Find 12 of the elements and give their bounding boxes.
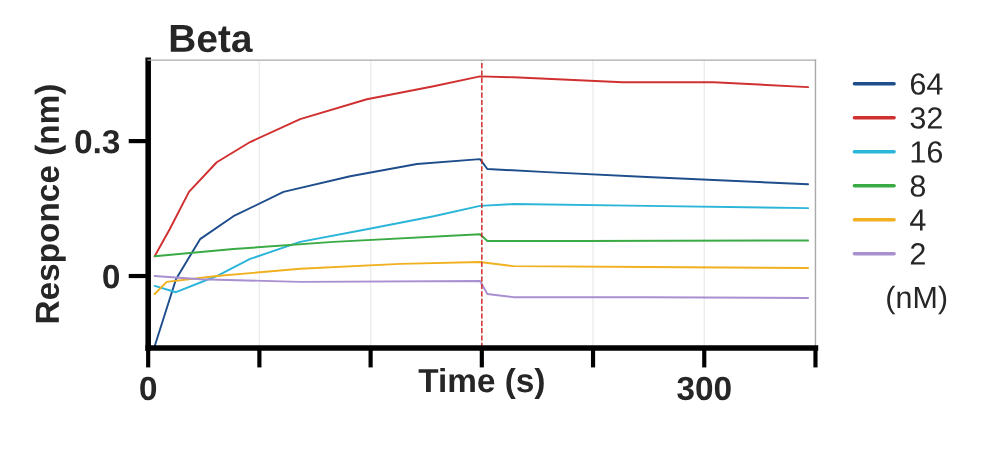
legend-label: 2 [910,243,925,265]
x-axis-title: Time (s) [418,367,544,400]
legend-title: (nM) [887,285,947,315]
legend-label: 16 [911,141,943,163]
y-axis-title: Responce (nm) [34,85,66,323]
y-tick-label: 0.3 [75,129,120,154]
legend-label: 32 [910,107,942,129]
legend-label: 64 [910,73,943,95]
legend-label: 8 [910,175,926,197]
x-tick-label: 300 [677,376,731,401]
legend-label: 4 [910,209,926,231]
chart-title: Beta [170,25,253,53]
